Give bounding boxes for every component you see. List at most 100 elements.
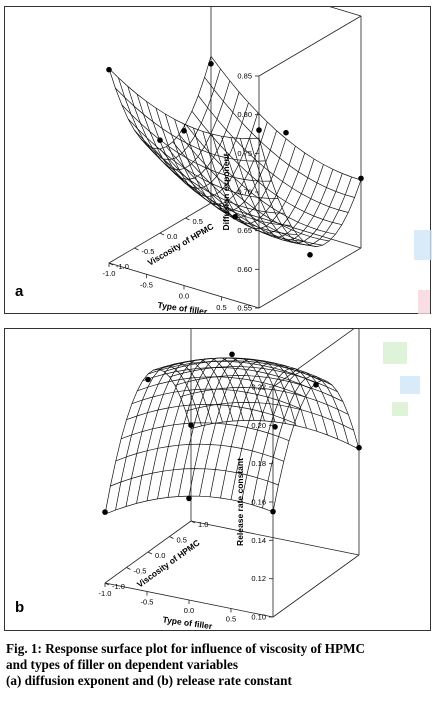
mesh-line-y [142, 367, 311, 389]
panel-label-a: a [15, 283, 24, 300]
y-tick-label: -1.0 [112, 582, 125, 591]
x-tick-label: 0.5 [226, 615, 236, 624]
mesh-line-y [185, 123, 336, 235]
mesh-line-y [185, 402, 354, 431]
z-tick-label: 0.16 [251, 498, 266, 507]
x-axis-label-a: Type of filler [157, 300, 208, 313]
z-tick-label: 0.12 [251, 574, 266, 583]
data-point [356, 444, 362, 451]
x-ticks-a: 0.5 0.0 -0.5 -1.0 [103, 263, 227, 312]
data-point [188, 422, 194, 428]
mesh-line-y [127, 118, 279, 199]
y-tick-label: 0.0 [167, 232, 177, 241]
watermark-block [392, 402, 408, 416]
y-tick-label: -1.0 [116, 262, 129, 271]
mesh-line-y [169, 366, 338, 393]
y-tick [190, 520, 196, 524]
chart-panel-a: 0.55 0.60 0.65 0.70 0.75 0.80 0.85 0.5 0.0 -0.5 -1… [4, 6, 431, 314]
mesh-line-x [202, 131, 306, 229]
y-axis-label-b: Viscosity of HPMC [135, 538, 202, 590]
mesh-line-y [137, 376, 306, 398]
mesh-line-y [115, 87, 266, 162]
x-tick-label: 0.0 [179, 292, 189, 301]
surface-mesh-b [104, 357, 360, 515]
data-points-b [102, 351, 362, 515]
data-point [232, 214, 238, 220]
y-tick [134, 247, 139, 251]
data-point [358, 175, 364, 182]
mesh-line-y [126, 404, 295, 424]
mesh-line-y [131, 388, 301, 409]
mesh-line-y [153, 357, 322, 382]
mesh-line-y [120, 422, 290, 442]
y-ticks-a: -1.0 -0.5 0.0 0.5 1.0 [108, 202, 228, 271]
y-tick [108, 262, 114, 266]
y-tick-label: 0.0 [155, 551, 165, 560]
z-tick-label: 0.20 [251, 421, 266, 430]
y-tick [210, 202, 216, 206]
z-tick-label: 0.70 [237, 188, 252, 197]
z-tick-label: 0.55 [237, 304, 252, 313]
mesh-line-y [191, 110, 342, 226]
data-point [186, 495, 192, 502]
watermark-block [414, 230, 432, 260]
y-tick-label: 0.5 [177, 536, 187, 545]
z-tick-label: 0.65 [237, 226, 252, 235]
z-tick-label: 0.80 [237, 110, 252, 119]
floor-left-edge [272, 554, 360, 618]
figure-caption: Fig. 1: Response surface plot for influe… [6, 641, 430, 689]
data-points-a [106, 61, 364, 258]
x-axis-label-b: Type of filler [162, 614, 213, 630]
y-tick-label: 1.0 [198, 520, 208, 529]
mesh-line-y [158, 357, 327, 382]
mesh-line-y [174, 375, 344, 402]
z-axis-label-a: Diffusion exponent [221, 153, 231, 230]
mesh-line-y [190, 420, 360, 450]
y-axis-label-a: Viscosity of HPMC [146, 221, 216, 268]
data-point [272, 424, 278, 430]
x-ticks-b: 0.5 0.0 -0.5 -1.0 [99, 583, 236, 624]
y-tick-label: 0.5 [193, 217, 203, 226]
z-tick-label: 0.60 [237, 265, 252, 274]
surface-plot-b: 0.100.120.140.160.180.200.220.50.0-0.5-1… [99, 329, 362, 630]
mesh-line-y [178, 134, 330, 242]
data-point [313, 382, 319, 388]
mesh-line-y [210, 56, 362, 181]
mesh-line-y [115, 443, 284, 462]
mesh-line-y [180, 387, 349, 415]
floor-back-edge [190, 520, 360, 556]
data-point [229, 351, 235, 358]
caption-line-3: (a) diffusion exponent and (b) release r… [6, 673, 292, 688]
y-tick [159, 232, 165, 236]
mesh-line-y [204, 77, 355, 198]
data-point [256, 127, 262, 133]
y-tick [185, 217, 190, 221]
back-top-edge [329, 7, 362, 17]
y-ticks-b: -1.0 -0.5 0.0 0.5 1.0 [104, 520, 208, 591]
caption-line-2: and types of filler on dependent variabl… [6, 657, 239, 672]
y-tick [169, 536, 174, 539]
y-tick [147, 551, 153, 555]
x-tick-label: 0.0 [184, 606, 194, 615]
y-tick-label: -0.5 [142, 247, 155, 256]
watermark-block [418, 290, 430, 314]
z-tick-label: 0.14 [251, 536, 266, 545]
y-tick [104, 582, 110, 586]
mesh-line-y [166, 146, 317, 247]
mesh-line-x [258, 138, 362, 247]
mesh-line-y [147, 360, 317, 384]
mesh-line-x [104, 368, 192, 515]
floor-left-edge [258, 247, 362, 309]
x-tick-label: -0.5 [140, 280, 153, 289]
mesh-line-y [147, 144, 298, 236]
data-point [102, 509, 108, 515]
watermark-block [383, 342, 407, 364]
mesh-line-y [164, 360, 333, 386]
x-tick-label: -1.0 [103, 269, 116, 278]
data-point [270, 508, 276, 515]
mesh-line-x [193, 127, 296, 224]
chart-panel-b: 0.10 0.12 0.14 0.16 0.18 0.20 0.22 0.5 0.0 -0.5 -1… [4, 328, 431, 631]
watermark-block [400, 376, 420, 394]
z-tick-label: 0.85 [237, 72, 252, 81]
z-tick-label: 0.75 [237, 149, 252, 158]
